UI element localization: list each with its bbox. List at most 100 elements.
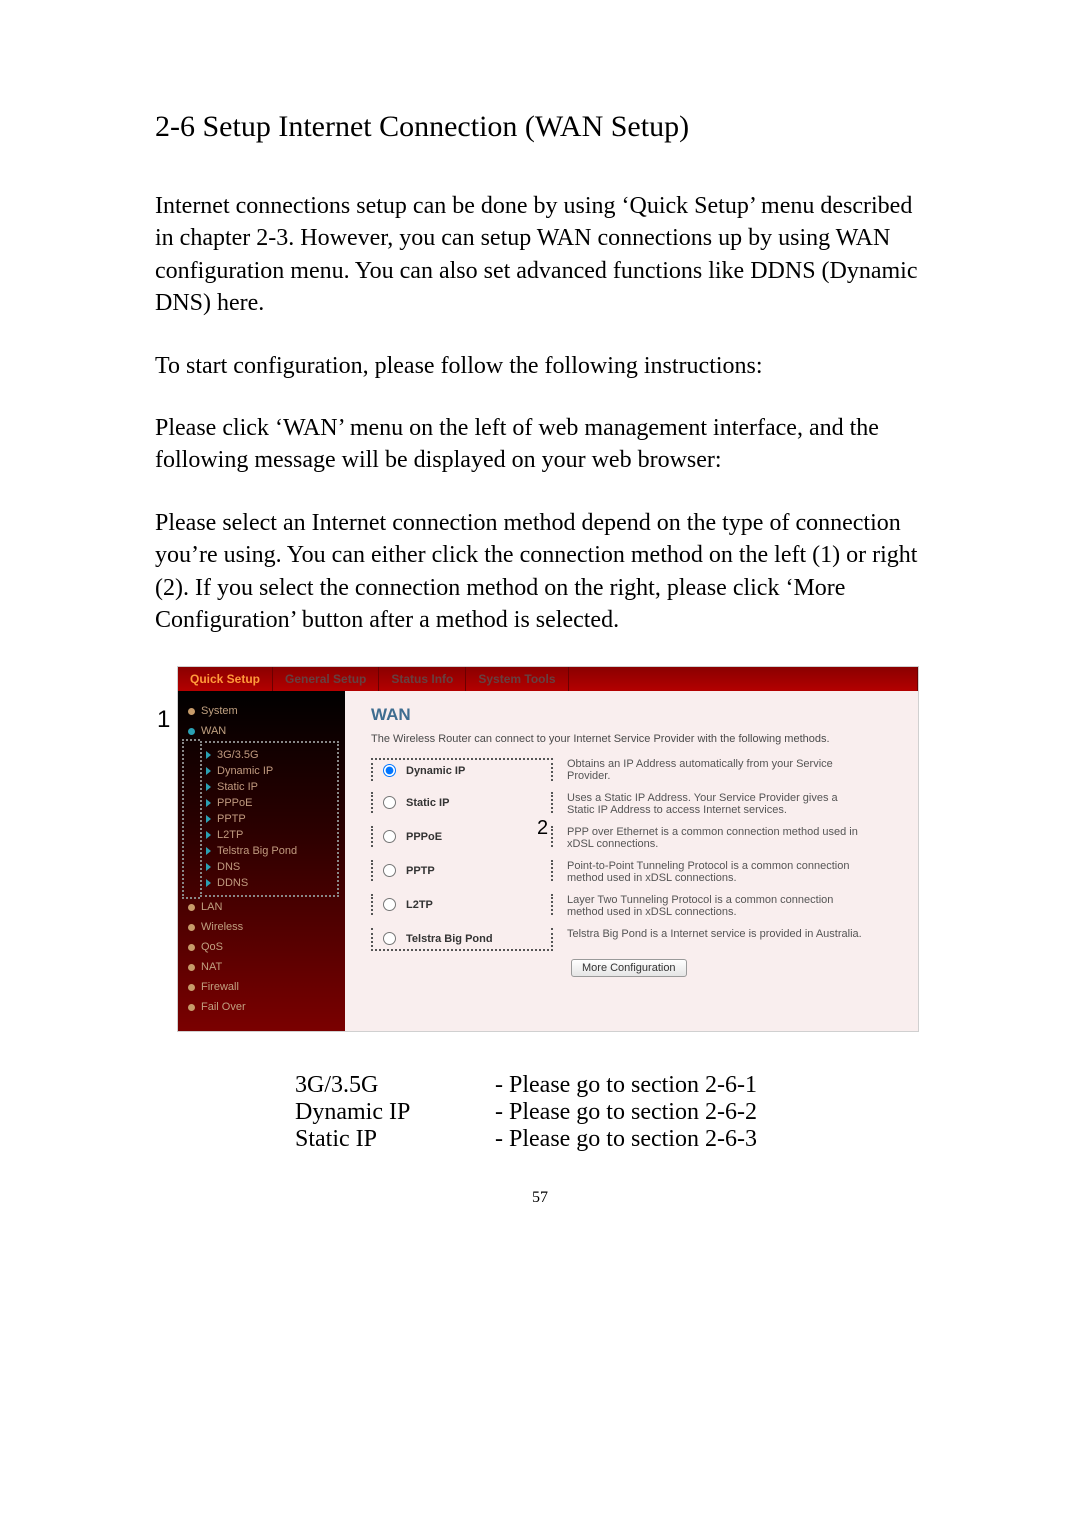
- method-row-dynamic-ip: Dynamic IP Obtains an IP Address automat…: [371, 753, 906, 787]
- radio-l2tp[interactable]: [383, 898, 396, 911]
- radio-dynamic-ip[interactable]: [383, 764, 396, 777]
- method-desc: Telstra Big Pond is a Internet service i…: [567, 928, 862, 940]
- more-configuration-button[interactable]: More Configuration: [571, 959, 687, 977]
- method-desc: Point-to-Point Tunneling Protocol is a c…: [567, 860, 867, 884]
- sidebar-item-qos[interactable]: QoS: [184, 937, 339, 957]
- bullet-icon: [188, 964, 195, 971]
- method-label: PPPoE: [406, 831, 442, 843]
- sidebar-label: QoS: [201, 941, 223, 953]
- section-title: 2-6 Setup Internet Connection (WAN Setup…: [155, 110, 925, 144]
- sidebar-label-wan: WAN: [201, 725, 226, 737]
- sidebar-item-dns[interactable]: DNS: [206, 859, 335, 875]
- mapping-left: Dynamic IP: [295, 1099, 495, 1126]
- content-intro: The Wireless Router can connect to your …: [371, 733, 906, 745]
- method-table: 2 Dynamic IP Obtains an IP Address autom…: [371, 753, 906, 977]
- mapping-row: Static IP - Please go to section 2-6-3: [295, 1126, 925, 1153]
- method-row-telstra: Telstra Big Pond Telstra Big Pond is a I…: [371, 923, 906, 956]
- radio-telstra[interactable]: [383, 932, 396, 945]
- bullet-icon: [188, 728, 195, 735]
- tab-quick-setup[interactable]: Quick Setup: [178, 667, 273, 691]
- mapping-right: - Please go to section 2-6-1: [495, 1072, 757, 1099]
- chevron-right-icon: [206, 751, 211, 759]
- method-label: Telstra Big Pond: [406, 933, 493, 945]
- callout-marker-1: 1: [157, 706, 170, 734]
- sidebar-label: DNS: [217, 861, 240, 873]
- sidebar-label: Wireless: [201, 921, 243, 933]
- sidebar-label: PPPoE: [217, 797, 252, 809]
- sidebar-item-pptp[interactable]: PPTP: [206, 811, 335, 827]
- bullet-icon: [188, 708, 195, 715]
- method-label: L2TP: [406, 899, 433, 911]
- router-screenshot: 1 Quick Setup General Setup Status Info …: [155, 666, 925, 1032]
- sidebar-label: LAN: [201, 901, 222, 913]
- sidebar-item-telstra[interactable]: Telstra Big Pond: [206, 843, 335, 859]
- sidebar-item-wan[interactable]: WAN: [184, 721, 339, 741]
- sidebar-item-wireless[interactable]: Wireless: [184, 917, 339, 937]
- method-label: PPTP: [406, 865, 435, 877]
- tab-bar: Quick Setup General Setup Status Info Sy…: [178, 667, 918, 691]
- method-desc: PPP over Ethernet is a common connection…: [567, 826, 867, 850]
- method-desc: Uses a Static IP Address. Your Service P…: [567, 792, 867, 816]
- radio-static-ip[interactable]: [383, 796, 396, 809]
- tab-bar-filler: [569, 667, 918, 691]
- router-ui-window: Quick Setup General Setup Status Info Sy…: [177, 666, 919, 1032]
- bullet-icon: [188, 944, 195, 951]
- tab-system-tools[interactable]: System Tools: [466, 667, 568, 691]
- sidebar-label: 3G/3.5G: [217, 749, 259, 761]
- sidebar-label: Fail Over: [201, 1001, 246, 1013]
- sidebar-label: Firewall: [201, 981, 239, 993]
- section-mapping: 3G/3.5G - Please go to section 2-6-1 Dyn…: [295, 1072, 925, 1153]
- method-label: Dynamic IP: [406, 765, 465, 777]
- sidebar-item-failover[interactable]: Fail Over: [184, 997, 339, 1017]
- chevron-right-icon: [206, 863, 211, 871]
- method-label: Static IP: [406, 797, 449, 809]
- bullet-icon: [188, 924, 195, 931]
- chevron-right-icon: [206, 847, 211, 855]
- chevron-right-icon: [206, 831, 211, 839]
- sidebar-label: PPTP: [217, 813, 246, 825]
- sidebar-item-ddns[interactable]: DDNS: [206, 875, 335, 891]
- sidebar-label: Dynamic IP: [217, 765, 273, 777]
- sidebar-label: Telstra Big Pond: [217, 845, 297, 857]
- mapping-right: - Please go to section 2-6-2: [495, 1099, 757, 1126]
- sidebar-label-system: System: [201, 705, 238, 717]
- tab-general-setup[interactable]: General Setup: [273, 667, 379, 691]
- mapping-left: 3G/3.5G: [295, 1072, 495, 1099]
- sidebar-item-lan[interactable]: LAN: [184, 897, 339, 917]
- bullet-icon: [188, 984, 195, 991]
- sidebar: System WAN 3G/3.5G Dynamic IP Static IP …: [178, 691, 345, 1031]
- sidebar-wan-submenu: 3G/3.5G Dynamic IP Static IP PPPoE PPTP …: [200, 741, 339, 897]
- mapping-left: Static IP: [295, 1126, 495, 1153]
- chevron-right-icon: [206, 815, 211, 823]
- method-row-l2tp: L2TP Layer Two Tunneling Protocol is a c…: [371, 889, 906, 923]
- sidebar-label: Static IP: [217, 781, 258, 793]
- radio-pppoe[interactable]: [383, 830, 396, 843]
- callout-marker-2: 2: [537, 817, 548, 840]
- sidebar-item-l2tp[interactable]: L2TP: [206, 827, 335, 843]
- sidebar-item-static-ip[interactable]: Static IP: [206, 779, 335, 795]
- sidebar-item-dynamic-ip[interactable]: Dynamic IP: [206, 763, 335, 779]
- sidebar-item-3g[interactable]: 3G/3.5G: [206, 747, 335, 763]
- sidebar-item-firewall[interactable]: Firewall: [184, 977, 339, 997]
- method-desc: Layer Two Tunneling Protocol is a common…: [567, 894, 867, 918]
- paragraph-1: Internet connections setup can be done b…: [155, 190, 925, 320]
- mapping-right: - Please go to section 2-6-3: [495, 1126, 757, 1153]
- radio-pptp[interactable]: [383, 864, 396, 877]
- bullet-icon: [188, 904, 195, 911]
- mapping-row: Dynamic IP - Please go to section 2-6-2: [295, 1099, 925, 1126]
- sidebar-item-system[interactable]: System: [184, 701, 339, 721]
- chevron-right-icon: [206, 879, 211, 887]
- chevron-right-icon: [206, 783, 211, 791]
- paragraph-4: Please select an Internet connection met…: [155, 507, 925, 637]
- tab-status-info[interactable]: Status Info: [379, 667, 466, 691]
- sidebar-label: NAT: [201, 961, 222, 973]
- content-heading: WAN: [371, 705, 906, 725]
- sidebar-label: DDNS: [217, 877, 248, 889]
- mapping-row: 3G/3.5G - Please go to section 2-6-1: [295, 1072, 925, 1099]
- sidebar-item-nat[interactable]: NAT: [184, 957, 339, 977]
- method-row-pppoe: PPPoE PPP over Ethernet is a common conn…: [371, 821, 906, 855]
- method-row-pptp: PPTP Point-to-Point Tunneling Protocol i…: [371, 855, 906, 889]
- paragraph-3: Please click ‘WAN’ menu on the left of w…: [155, 412, 925, 477]
- sidebar-item-pppoe[interactable]: PPPoE: [206, 795, 335, 811]
- page-number: 57: [155, 1189, 925, 1207]
